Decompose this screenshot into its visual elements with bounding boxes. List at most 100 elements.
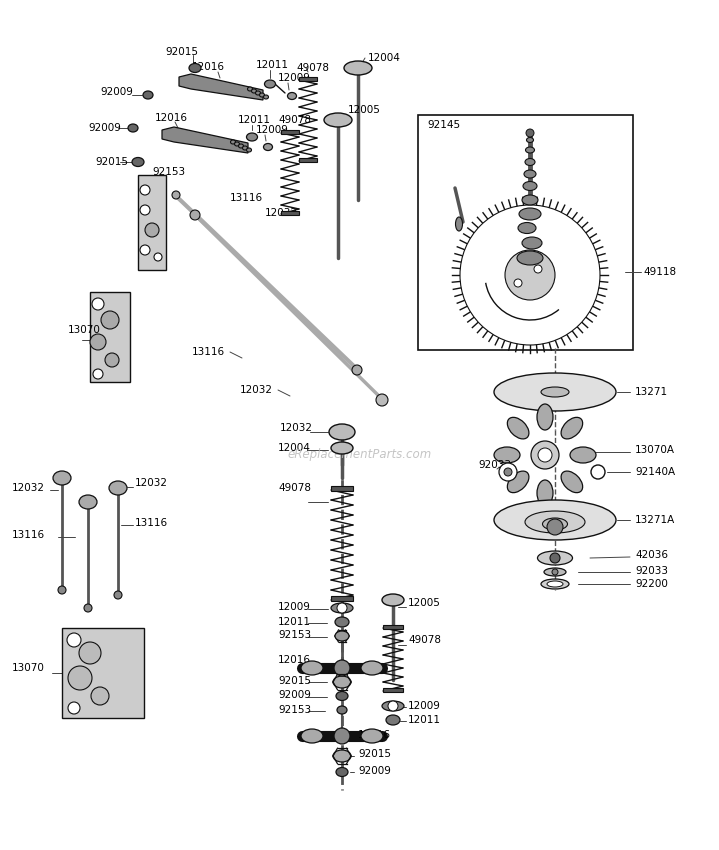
Ellipse shape <box>523 182 537 190</box>
Ellipse shape <box>189 64 201 72</box>
Text: 12016: 12016 <box>192 62 225 72</box>
Circle shape <box>140 245 150 255</box>
Circle shape <box>154 253 162 261</box>
Ellipse shape <box>265 80 275 88</box>
Ellipse shape <box>336 768 348 777</box>
Ellipse shape <box>336 692 348 700</box>
Text: 49078: 49078 <box>408 635 441 645</box>
Text: 42036: 42036 <box>635 550 668 560</box>
Circle shape <box>145 223 159 237</box>
Circle shape <box>514 279 522 287</box>
Text: 12032: 12032 <box>265 208 298 218</box>
Text: 12004: 12004 <box>278 443 311 453</box>
Text: 92153: 92153 <box>152 167 185 177</box>
Ellipse shape <box>333 750 351 762</box>
Text: 13116: 13116 <box>12 530 45 540</box>
Circle shape <box>526 129 534 137</box>
Ellipse shape <box>255 91 260 95</box>
Ellipse shape <box>543 518 567 530</box>
Text: 49078: 49078 <box>278 115 311 125</box>
Ellipse shape <box>242 146 247 150</box>
Circle shape <box>140 205 150 215</box>
Text: 12005: 12005 <box>408 598 441 608</box>
Text: 92009: 92009 <box>358 766 391 776</box>
Circle shape <box>68 702 80 714</box>
Text: 12011: 12011 <box>408 715 441 725</box>
Circle shape <box>334 728 350 744</box>
Circle shape <box>552 569 558 575</box>
Circle shape <box>460 205 600 345</box>
Ellipse shape <box>333 676 351 688</box>
Circle shape <box>531 441 559 469</box>
Text: 92153: 92153 <box>278 705 311 715</box>
Ellipse shape <box>324 113 352 127</box>
Ellipse shape <box>335 631 349 641</box>
Ellipse shape <box>260 93 265 97</box>
Ellipse shape <box>263 95 268 99</box>
Ellipse shape <box>538 551 572 565</box>
Circle shape <box>534 265 542 273</box>
Ellipse shape <box>247 133 257 141</box>
Text: 92033: 92033 <box>635 566 668 576</box>
Text: 12011: 12011 <box>256 60 289 70</box>
Ellipse shape <box>561 417 582 439</box>
Text: 12009: 12009 <box>408 701 441 711</box>
Bar <box>90 292 130 382</box>
Text: 92015: 92015 <box>95 157 128 167</box>
Circle shape <box>172 191 180 199</box>
Ellipse shape <box>537 404 553 430</box>
Text: 12009: 12009 <box>278 73 311 83</box>
Bar <box>383 625 403 629</box>
Text: 49078: 49078 <box>296 63 329 73</box>
Ellipse shape <box>132 157 144 167</box>
Ellipse shape <box>524 170 536 178</box>
Text: 92140A: 92140A <box>635 467 675 477</box>
Text: 12032: 12032 <box>240 385 273 395</box>
Polygon shape <box>162 127 248 153</box>
Circle shape <box>91 687 109 705</box>
Text: 13070: 13070 <box>12 663 45 673</box>
Circle shape <box>352 365 362 375</box>
Circle shape <box>90 334 106 350</box>
Ellipse shape <box>518 223 536 234</box>
Ellipse shape <box>522 195 538 205</box>
Circle shape <box>591 465 605 479</box>
Text: 92200: 92200 <box>635 579 668 589</box>
Circle shape <box>547 519 563 535</box>
Ellipse shape <box>525 158 535 166</box>
Ellipse shape <box>252 89 257 93</box>
Bar <box>299 158 317 162</box>
Text: 49118: 49118 <box>643 267 676 277</box>
Ellipse shape <box>519 208 541 220</box>
Text: 12016: 12016 <box>155 113 188 123</box>
Text: 92033: 92033 <box>478 460 511 470</box>
Ellipse shape <box>561 471 582 493</box>
Ellipse shape <box>128 124 138 132</box>
Text: 12016: 12016 <box>358 730 391 740</box>
Ellipse shape <box>526 138 533 143</box>
Text: 12004: 12004 <box>368 53 401 63</box>
Ellipse shape <box>231 140 236 144</box>
Circle shape <box>58 586 66 594</box>
Ellipse shape <box>522 237 542 249</box>
Text: 92009: 92009 <box>100 87 133 97</box>
Circle shape <box>79 642 101 664</box>
Text: 12032: 12032 <box>280 423 313 433</box>
Bar <box>281 211 299 215</box>
Bar <box>331 486 353 491</box>
Text: 92015: 92015 <box>165 47 198 57</box>
Bar <box>281 130 299 134</box>
Ellipse shape <box>344 61 372 75</box>
Ellipse shape <box>263 144 273 150</box>
Ellipse shape <box>494 447 520 463</box>
Circle shape <box>337 603 347 613</box>
Bar <box>299 77 317 81</box>
Circle shape <box>334 660 350 676</box>
Text: 13116: 13116 <box>230 193 263 203</box>
Text: 92145: 92145 <box>427 120 460 130</box>
Ellipse shape <box>494 500 616 540</box>
Ellipse shape <box>53 471 71 485</box>
Text: 12032: 12032 <box>135 478 168 488</box>
Text: 13070A: 13070A <box>635 445 675 455</box>
Ellipse shape <box>335 617 349 627</box>
